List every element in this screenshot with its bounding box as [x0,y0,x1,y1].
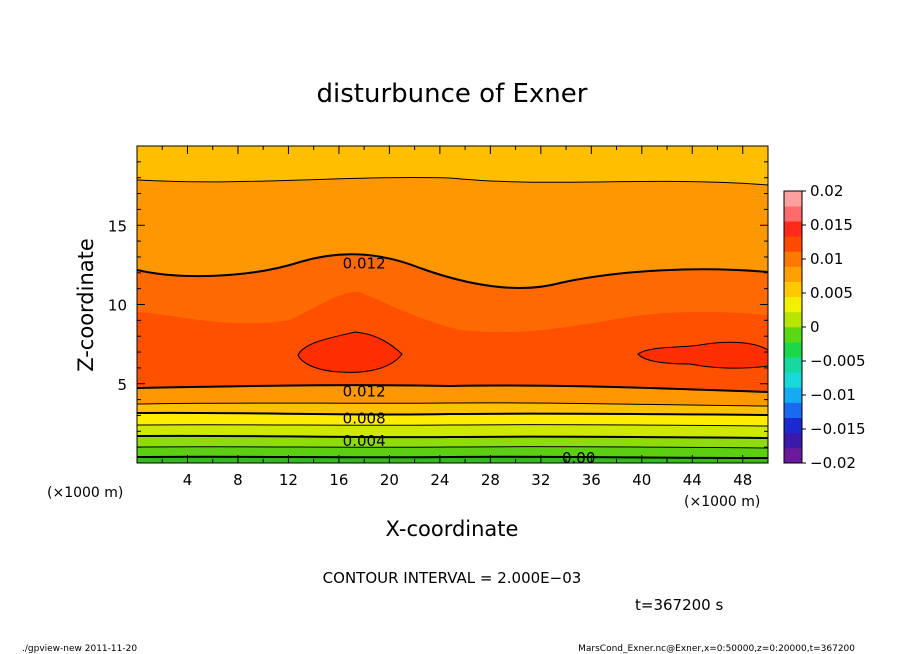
colorbar-cell [784,372,802,388]
colorbar-tick-label: 0.01 [810,250,843,268]
contour-label: 0.012 [343,254,386,272]
band-0.000 [137,456,768,463]
colorbar-cell [784,236,802,252]
x-tick-label: 40 [632,471,651,489]
y-tick-label: 5 [117,376,127,394]
contour-label: 0.00 [562,449,595,467]
colorbar-cell [784,221,802,237]
colorbar-cell [784,357,802,373]
x-tick-label: 44 [683,471,702,489]
x-unit-left: (×1000 m) [47,485,123,501]
colorbar-cell [784,266,802,282]
x-axis-label: X-coordinate [386,517,519,541]
colorbar-tick-label: 0.02 [810,182,843,200]
time-text: t=367200 s [635,596,723,614]
x-tick-label: 20 [380,471,399,489]
colorbar-tick-label: −0.02 [810,454,856,472]
y-axis-label: Z-coordinate [74,238,98,372]
colorbar: 0.02 0.015 0.01 0.005 0 −0.005 −0.01 −0.015 −0.0… [783,182,866,472]
colorbar-tick-label: −0.015 [810,420,866,438]
colorbar-cell [784,447,802,464]
contour-lines [137,176,768,459]
colorbar-tick-label: 0.015 [810,216,853,234]
x-tick-label: 4 [183,471,193,489]
chart-title: disturbunce of Exner [317,79,588,109]
contour-label: 0.004 [343,432,386,450]
y-tick-label: 15 [108,217,127,235]
y-axis-ticks: 5 10 15 [108,161,768,448]
x-axis-ticks: 4 8 12 16 20 24 28 32 36 40 44 48 [161,146,752,489]
x-tick-label: 24 [430,471,449,489]
colorbar-cell [784,387,802,403]
x-tick-label: 32 [531,471,550,489]
colorbar-cell [784,432,802,449]
contour-interval-text: CONTOUR INTERVAL = 2.000E−03 [323,569,582,587]
contour-label: 0.012 [343,383,386,401]
x-tick-label: 12 [279,471,298,489]
x-tick-label: 16 [329,471,348,489]
colorbar-cell [784,417,802,434]
blob-left [297,331,403,373]
x-tick-label: 48 [733,471,752,489]
x-tick-label: 36 [582,471,601,489]
x-unit-right: (×1000 m) [684,494,760,510]
contour-label-group: 0.012 0.012 0.008 0.004 0.00 [343,254,596,467]
colorbar-tick-label: 0 [810,318,820,336]
colorbar-cell [784,296,802,313]
colorbar-cell [784,281,802,298]
blob-right [637,341,768,369]
x-tick-label: 28 [481,471,500,489]
colorbar-cell [784,251,802,267]
y-tick-label: 10 [108,297,127,315]
plot-area [137,146,768,463]
colorbar-cell [784,342,802,358]
contour-label: 0.008 [343,410,386,428]
colorbar-tick-label: 0.005 [810,284,853,302]
colorbar-cell [784,206,802,222]
footer-left: ./gpview-new 2011-11-20 [22,644,137,654]
colorbar-cell [784,327,802,343]
footer-right: MarsCond_Exner.nc@Exner,x=0:50000,z=0:20… [578,644,855,654]
colorbar-tick-label: −0.005 [810,352,866,370]
x-tick-label: 8 [233,471,243,489]
colorbar-cell [784,311,802,328]
colorbar-tick-label: −0.01 [810,386,856,404]
colorbar-cell [784,191,802,207]
colorbar-cell [784,402,802,418]
